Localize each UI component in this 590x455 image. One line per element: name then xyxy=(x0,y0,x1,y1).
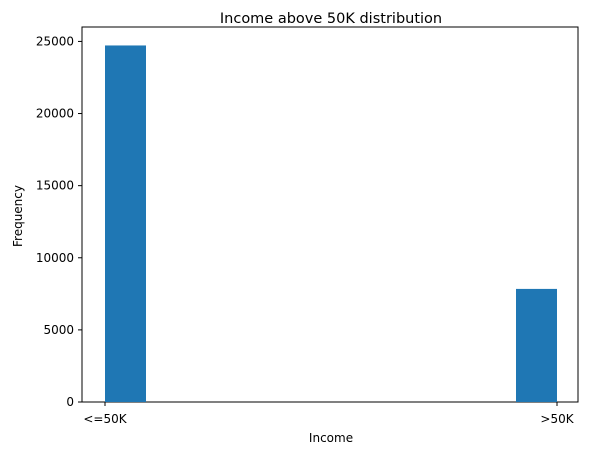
axes-frame xyxy=(81,26,579,403)
y-axis-ticks: 0 5000 10000 15000 20000 25000 xyxy=(36,34,82,409)
x-axis-label: Income xyxy=(309,431,353,445)
bar-gt-50k xyxy=(516,288,557,402)
chart-title: Income above 50K distribution xyxy=(220,11,442,27)
bar-le-50k xyxy=(105,45,146,402)
x-tick-label: <=50K xyxy=(83,412,127,426)
plot-area: 0 5000 10000 15000 20000 25000 <=50K >50K xyxy=(36,26,579,426)
y-tick-label: 20000 xyxy=(36,107,74,121)
y-tick-label: 5000 xyxy=(43,323,74,337)
y-tick-label: 25000 xyxy=(36,34,74,48)
x-axis-ticks: <=50K >50K xyxy=(83,402,575,426)
y-tick-label: 10000 xyxy=(36,251,74,265)
bars-group xyxy=(105,45,557,402)
x-tick-label: >50K xyxy=(540,412,574,426)
y-tick-label: 15000 xyxy=(36,179,74,193)
y-tick-label: 0 xyxy=(66,395,74,409)
y-axis-label: Frequency xyxy=(11,185,25,247)
